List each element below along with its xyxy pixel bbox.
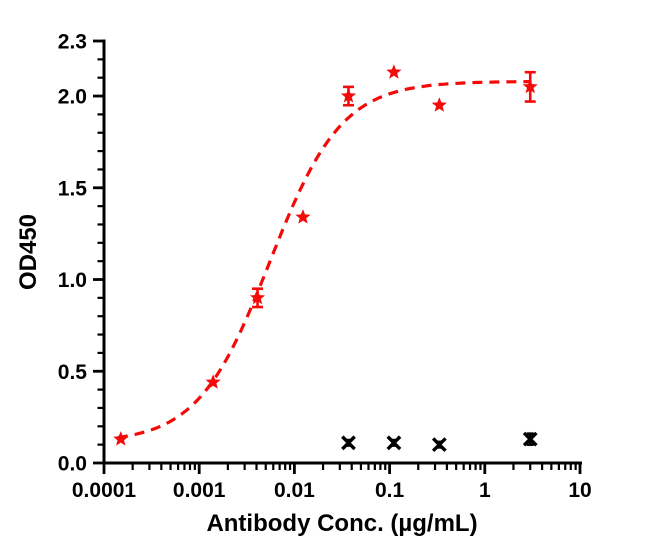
red-star-marker: [205, 374, 221, 389]
x-tick-label: 0.001: [173, 479, 226, 502]
red-star-marker: [249, 289, 266, 305]
x-tick-label: 0.01: [274, 479, 315, 502]
red-star-marker: [113, 431, 129, 446]
black-x-marker: [522, 431, 538, 447]
x-axis-title: Antibody Conc. (µg/mL): [206, 510, 477, 537]
black-x-marker: [431, 437, 447, 453]
y-tick-label: 2.3: [58, 31, 87, 54]
x-tick-label: 0.1: [375, 479, 405, 502]
y-tick-label: 2.0: [58, 86, 87, 109]
red-star-marker: [340, 88, 357, 103]
red-star-marker: [295, 209, 311, 224]
black-x-marker: [341, 435, 356, 451]
y-tick-label: 1.0: [58, 269, 87, 292]
black-x-marker: [386, 435, 402, 451]
y-tick-label: 0.5: [58, 361, 88, 384]
x-tick-label: 10: [568, 479, 591, 502]
red-star-marker: [522, 78, 538, 94]
plot-layer: 0.0 0.5 1.0 1.5 2.0 2.3 0.0001 0.001 0.01 0.1 1 10: [58, 31, 592, 503]
x-tick-label: 0.0001: [72, 479, 137, 502]
red-star-marker: [431, 97, 447, 112]
fit-curve: [117, 80, 531, 440]
red-star-marker: [386, 64, 402, 79]
x-tick-label: 1: [479, 479, 491, 502]
y-tick-label: 0.0: [58, 453, 87, 476]
y-axis-title: OD450: [15, 214, 42, 290]
y-tick-label: 1.5: [58, 177, 88, 200]
